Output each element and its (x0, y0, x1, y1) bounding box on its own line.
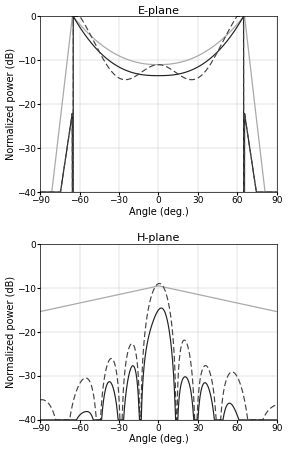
Y-axis label: Normalized power (dB): Normalized power (dB) (5, 48, 16, 160)
Title: H-plane: H-plane (137, 234, 180, 243)
X-axis label: Angle (deg.): Angle (deg.) (128, 434, 188, 445)
X-axis label: Angle (deg.): Angle (deg.) (128, 207, 188, 216)
Y-axis label: Normalized power (dB): Normalized power (dB) (5, 276, 16, 388)
Title: E-plane: E-plane (137, 5, 179, 16)
